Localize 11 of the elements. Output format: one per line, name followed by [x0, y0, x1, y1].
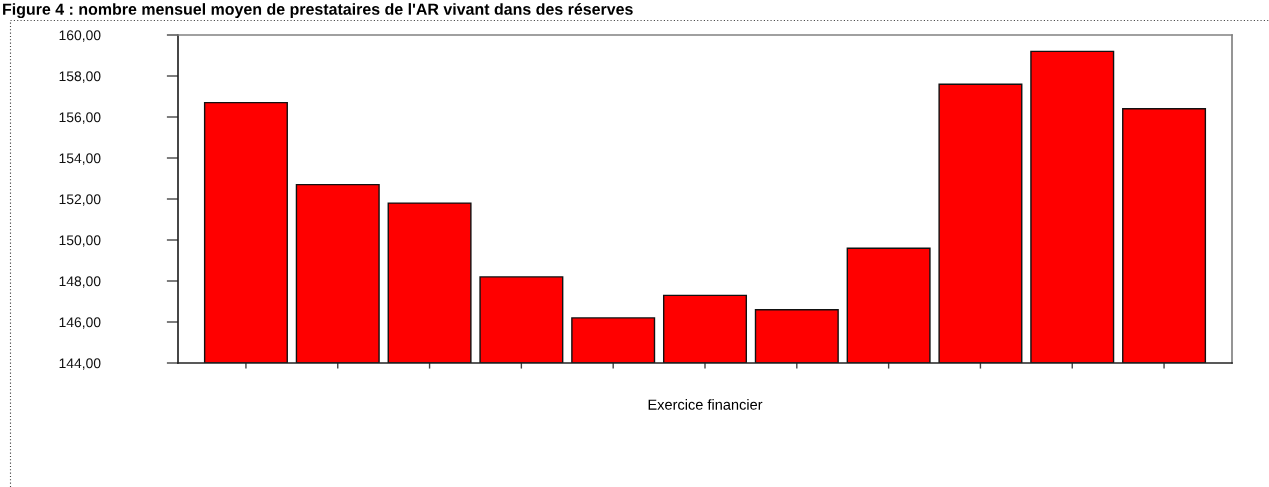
- chart-title: Figure 4 : nombre mensuel moyen de prestataires de l'AR vivant dans des réserves: [3, 3, 633, 19]
- y-tick-label: 146,00: [59, 317, 101, 329]
- y-tick-label: 154,00: [59, 153, 101, 165]
- y-tick-label: 156,00: [59, 112, 101, 124]
- y-tick-label: 160,00: [59, 30, 101, 42]
- x-axis-title: Exercice financier: [648, 399, 763, 410]
- y-tick-label: 148,00: [59, 276, 101, 288]
- y-tick-label: 158,00: [59, 71, 101, 83]
- y-tick-label: 152,00: [59, 194, 101, 206]
- y-tick-label: 144,00: [59, 358, 101, 370]
- y-tick-label: 150,00: [59, 235, 101, 247]
